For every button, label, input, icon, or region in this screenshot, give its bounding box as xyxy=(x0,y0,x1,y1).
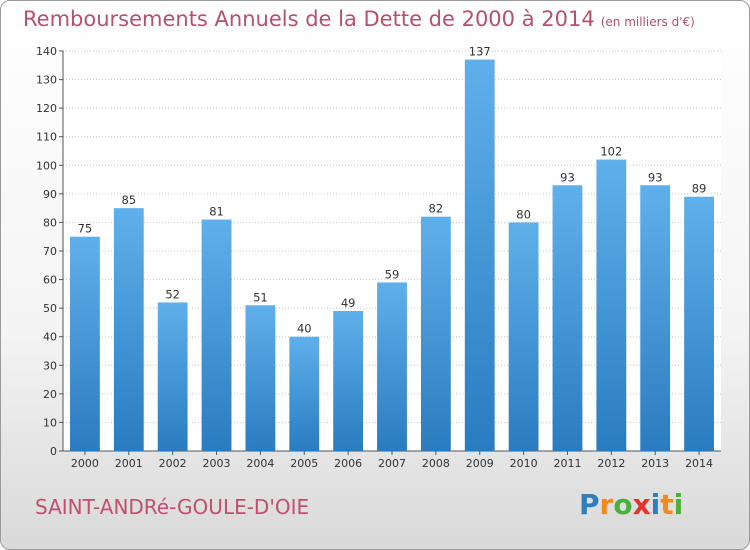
y-tick-label: 130 xyxy=(36,74,57,87)
data-label-2004: 51 xyxy=(253,290,268,304)
location-name: SAINT-ANDRé-GOULE-D'OIE xyxy=(35,495,310,519)
y-tick-label: 0 xyxy=(50,445,57,458)
bar-2013 xyxy=(640,185,671,452)
bar-2009 xyxy=(464,59,495,451)
data-label-2002: 52 xyxy=(165,287,180,301)
data-label-2014: 89 xyxy=(692,182,707,196)
x-tick-label-2010: 2010 xyxy=(510,457,538,470)
x-tick-label-2013: 2013 xyxy=(641,457,669,470)
y-tick-label: 140 xyxy=(36,45,57,58)
bar-2002 xyxy=(157,302,188,451)
data-label-2008: 82 xyxy=(429,202,444,216)
bar-2000 xyxy=(70,236,100,451)
y-tick-label: 90 xyxy=(43,188,57,201)
bar-2005 xyxy=(289,336,320,451)
x-tick-label-2007: 2007 xyxy=(378,457,406,470)
y-tick-label: 60 xyxy=(43,274,57,287)
bar-chart: 0 10 20 30 40 50 60 70 80 90 100 110 120 130 140 75 2000… xyxy=(36,45,721,470)
logo-letter: x xyxy=(632,488,651,521)
chart-title: Remboursements Annuels de la Dette de 20… xyxy=(23,7,695,31)
data-label-2013: 93 xyxy=(648,170,663,184)
bar-2003 xyxy=(201,219,232,451)
logo-letter: P xyxy=(579,488,600,521)
y-tick-label: 50 xyxy=(43,302,57,315)
chart-unit: (en milliers d'€) xyxy=(600,15,695,29)
x-tick-label-2014: 2014 xyxy=(685,457,713,470)
logo-letter: i xyxy=(673,488,684,521)
data-label-2010: 80 xyxy=(516,207,531,221)
data-label-2001: 85 xyxy=(121,193,136,207)
data-label-2011: 93 xyxy=(560,170,575,184)
x-tick-label-2011: 2011 xyxy=(553,457,581,470)
y-tick-label: 80 xyxy=(43,216,57,229)
chart-title-text: Remboursements Annuels de la Dette de 20… xyxy=(23,7,595,31)
x-tick-label-2012: 2012 xyxy=(597,457,625,470)
x-tick-label-2003: 2003 xyxy=(203,457,231,470)
x-tick-label-2006: 2006 xyxy=(334,457,362,470)
x-tick-label-2002: 2002 xyxy=(159,457,187,470)
data-label-2006: 49 xyxy=(341,296,356,310)
bar-2012 xyxy=(596,159,627,452)
bar-2010 xyxy=(508,222,539,451)
data-label-2005: 40 xyxy=(297,322,312,336)
y-tick-label: 70 xyxy=(43,245,57,258)
bar-2004 xyxy=(245,305,276,451)
x-tick-label-2009: 2009 xyxy=(466,457,494,470)
bar-2007 xyxy=(377,282,407,451)
x-tick-label-2001: 2001 xyxy=(115,457,143,470)
proxiti-logo: Proxiti xyxy=(579,488,683,521)
y-tick-label: 40 xyxy=(43,331,57,344)
data-label-2007: 59 xyxy=(385,267,400,281)
bar-2008 xyxy=(420,216,451,451)
y-tick-label: 20 xyxy=(43,388,57,401)
y-tick-label: 120 xyxy=(36,102,57,115)
y-tick-label: 110 xyxy=(36,131,57,144)
data-label-2000: 75 xyxy=(78,222,93,236)
logo-letter: i xyxy=(650,488,661,521)
bar-2006 xyxy=(333,311,364,451)
logo-letter: t xyxy=(660,488,674,521)
y-tick-label: 30 xyxy=(43,359,57,372)
logo-letter: r xyxy=(599,488,614,521)
x-tick-label-2005: 2005 xyxy=(290,457,318,470)
bar-2011 xyxy=(552,185,583,452)
y-tick-label: 100 xyxy=(36,159,57,172)
x-tick-label-2004: 2004 xyxy=(246,457,274,470)
data-label-2003: 81 xyxy=(209,205,224,219)
x-tick-label-2008: 2008 xyxy=(422,457,450,470)
data-label-2009: 137 xyxy=(469,45,491,59)
bar-2001 xyxy=(113,208,144,451)
y-tick-label: 10 xyxy=(43,416,57,429)
logo-letter: o xyxy=(613,488,633,521)
data-label-2012: 102 xyxy=(600,145,622,159)
x-tick-label-2000: 2000 xyxy=(71,457,99,470)
bar-2014 xyxy=(684,196,714,451)
